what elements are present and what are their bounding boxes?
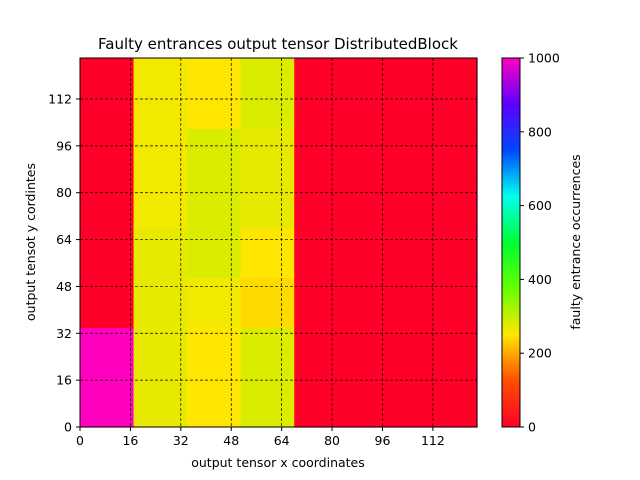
x-axis-ticks: 0 16 32 48 64 80 96 112	[76, 427, 445, 448]
heatmap-cell	[187, 78, 242, 129]
colorbar	[501, 57, 521, 428]
heatmap-cell	[133, 227, 188, 279]
y-tick-label: 112	[48, 92, 72, 107]
x-tick-label: 64	[274, 433, 290, 448]
heatmap-cell	[294, 277, 349, 329]
heatmap-cell	[294, 327, 349, 378]
heatmap-cell	[187, 178, 242, 229]
heatmap-cell	[454, 58, 478, 80]
heatmap-cell	[133, 178, 188, 229]
colorbar-ticks: 0 200 400 600 800 1000	[520, 51, 560, 435]
heatmap-cell	[347, 178, 402, 229]
heatmap-cell	[80, 277, 135, 329]
chart-title: Faulty entrances output tensor Distribut…	[98, 35, 458, 53]
heatmap-cell	[240, 327, 295, 378]
y-tick-label: 32	[56, 326, 72, 341]
colorbar-tick-label: 600	[528, 198, 552, 213]
heatmap-cell	[133, 128, 188, 179]
heatmap-cell	[240, 58, 295, 80]
heatmap-cell	[80, 78, 135, 129]
heatmap-cell	[401, 277, 456, 329]
y-tick-label: 96	[56, 138, 72, 153]
heatmap-cell	[454, 327, 478, 378]
heatmap-cell	[347, 58, 402, 80]
heatmap-cell	[240, 178, 295, 229]
heatmap-cell	[187, 128, 242, 179]
y-tick-label: 80	[56, 185, 72, 200]
heatmap-cell	[294, 58, 349, 80]
heatmap-cell	[187, 277, 242, 329]
heatmap-cell	[347, 377, 402, 428]
heatmap-cell	[454, 227, 478, 279]
x-tick-label: 0	[76, 433, 84, 448]
heatmap-cell	[294, 377, 349, 428]
heatmap-cell	[133, 277, 188, 329]
heatmap-cell	[401, 128, 456, 179]
heatmap-cell	[454, 377, 478, 428]
x-tick-label: 48	[223, 433, 239, 448]
y-tick-label: 48	[56, 279, 72, 294]
heatmap-cell	[80, 58, 135, 80]
heatmap-cell	[294, 78, 349, 129]
heatmap-cell	[240, 277, 295, 329]
x-tick-label: 112	[421, 433, 445, 448]
x-tick-label: 16	[122, 433, 138, 448]
heatmap-cell	[187, 58, 242, 80]
heatmap-cell	[401, 78, 456, 129]
heatmap-cell	[294, 178, 349, 229]
heatmap-cell	[240, 128, 295, 179]
plot-frame	[79, 57, 478, 428]
grid-lines	[80, 58, 477, 427]
x-tick-label: 96	[375, 433, 391, 448]
y-tick-label: 64	[56, 232, 72, 247]
heatmap-cell	[80, 327, 135, 378]
heatmap-cell	[133, 327, 188, 378]
heatmap-cell	[401, 58, 456, 80]
y-axis-ticks: 0 16 32 48 64 80 96 112	[48, 92, 80, 435]
colorbar-tick-label: 1000	[528, 51, 560, 66]
heatmap-cell	[401, 377, 456, 428]
heatmap-cell	[454, 78, 478, 129]
heatmap-cell	[454, 128, 478, 179]
heatmap-cell	[80, 178, 135, 229]
heatmap-cell	[454, 178, 478, 229]
x-axis-label: output tensor x coordinates	[191, 455, 365, 470]
heatmap-cell	[401, 227, 456, 279]
heatmap-cell	[401, 327, 456, 378]
heatmap-cell	[187, 227, 242, 279]
y-tick-label: 16	[56, 373, 72, 388]
heatmap-cell	[187, 377, 242, 428]
heatmap-cell	[240, 227, 295, 279]
x-tick-label: 80	[324, 433, 340, 448]
heatmap-cell	[187, 327, 242, 378]
heatmap-cell	[80, 227, 135, 279]
heatmap-cell	[401, 178, 456, 229]
colorbar-label: faulty entrance occurrences	[568, 154, 583, 329]
heatmap-cell	[347, 78, 402, 129]
colorbar-tick-label: 200	[528, 346, 552, 361]
heatmap-cell	[80, 128, 135, 179]
heatmap-cell	[454, 277, 478, 329]
heatmap-cell	[347, 128, 402, 179]
heatmap-cell	[294, 227, 349, 279]
heatmap-cell	[294, 128, 349, 179]
colorbar-tick-label: 800	[528, 124, 552, 139]
heatmap-cells	[80, 58, 478, 428]
y-axis-label: output tensot y cordintes	[23, 163, 38, 321]
heatmap-cell	[347, 227, 402, 279]
colorbar-tick-label: 400	[528, 272, 552, 287]
heatmap-cell	[240, 377, 295, 428]
heatmap-cell	[347, 277, 402, 329]
heatmap-cell	[133, 377, 188, 428]
y-tick-label: 0	[64, 420, 72, 435]
heatmap-cell	[80, 377, 135, 428]
heatmap-cell	[347, 327, 402, 378]
colorbar-tick-label: 0	[528, 420, 536, 435]
heatmap-cell	[240, 78, 295, 129]
heatmap-cell	[133, 58, 188, 80]
x-tick-label: 32	[173, 433, 189, 448]
heatmap-cell	[133, 78, 188, 129]
